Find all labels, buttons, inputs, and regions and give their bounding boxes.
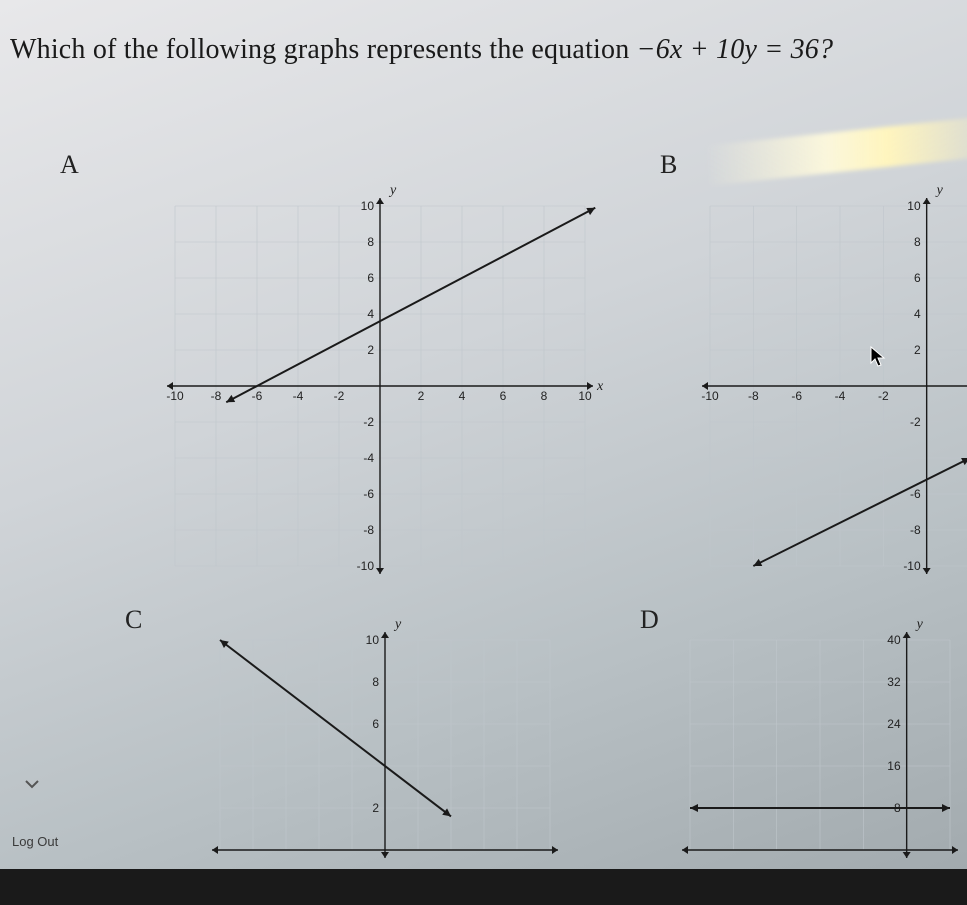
svg-text:32: 32 [887, 675, 901, 689]
svg-text:-10: -10 [701, 389, 719, 403]
svg-text:2: 2 [372, 801, 379, 815]
svg-text:10: 10 [366, 633, 380, 647]
svg-text:-6: -6 [910, 487, 921, 501]
option-label-b[interactable]: B [660, 150, 677, 180]
svg-text:2: 2 [367, 343, 374, 357]
svg-text:-10: -10 [903, 559, 921, 573]
svg-text:y: y [915, 617, 924, 632]
svg-text:8: 8 [372, 675, 379, 689]
chevron-down-icon[interactable] [24, 776, 40, 797]
equation-text: −6x + 10y = 36? [637, 34, 834, 65]
svg-text:-8: -8 [910, 523, 921, 537]
svg-text:-8: -8 [211, 389, 222, 403]
svg-text:-2: -2 [363, 415, 374, 429]
svg-text:x: x [596, 379, 604, 394]
svg-text:10: 10 [578, 389, 592, 403]
option-label-c[interactable]: C [125, 605, 142, 635]
svg-text:-10: -10 [166, 389, 184, 403]
svg-text:-6: -6 [252, 389, 263, 403]
svg-text:-4: -4 [835, 389, 846, 403]
svg-text:-8: -8 [748, 389, 759, 403]
bottom-bar [0, 869, 967, 905]
svg-text:6: 6 [914, 271, 921, 285]
chart-b[interactable]: -10-8-6-4-22108642-2-6-8-10y [700, 196, 967, 576]
svg-text:40: 40 [887, 633, 901, 647]
svg-text:-8: -8 [363, 523, 374, 537]
svg-text:2: 2 [914, 343, 921, 357]
option-label-a[interactable]: A [60, 150, 79, 180]
svg-text:4: 4 [914, 307, 921, 321]
chart-a[interactable]: -10-8-6-4-2246810108642-2-4-6-8-10yx [165, 196, 595, 576]
question-prefix: Which of the following graphs represents… [10, 34, 637, 65]
svg-text:6: 6 [367, 271, 374, 285]
svg-text:-6: -6 [363, 487, 374, 501]
svg-text:-4: -4 [293, 389, 304, 403]
svg-text:16: 16 [887, 759, 901, 773]
svg-text:8: 8 [367, 235, 374, 249]
svg-text:8: 8 [541, 389, 548, 403]
svg-text:y: y [393, 617, 402, 632]
svg-text:-10: -10 [357, 559, 375, 573]
svg-text:-2: -2 [910, 415, 921, 429]
svg-text:-2: -2 [878, 389, 889, 403]
chart-d[interactable]: 403224168y [680, 630, 960, 860]
svg-text:2: 2 [418, 389, 425, 403]
svg-text:-2: -2 [334, 389, 345, 403]
svg-text:y: y [935, 183, 944, 198]
svg-text:24: 24 [887, 717, 901, 731]
svg-text:10: 10 [361, 199, 375, 213]
svg-text:6: 6 [372, 717, 379, 731]
option-label-d[interactable]: D [640, 605, 659, 635]
svg-text:8: 8 [914, 235, 921, 249]
svg-text:4: 4 [459, 389, 466, 403]
question-text: Which of the following graphs represents… [0, 0, 967, 78]
svg-text:y: y [388, 183, 397, 198]
svg-text:-4: -4 [363, 451, 374, 465]
svg-text:-6: -6 [791, 389, 802, 403]
svg-text:10: 10 [907, 199, 921, 213]
screen-glare [706, 114, 967, 185]
logout-button[interactable]: Log Out [12, 834, 58, 849]
chart-c[interactable]: 10862y [210, 630, 560, 860]
svg-text:6: 6 [500, 389, 507, 403]
svg-text:4: 4 [367, 307, 374, 321]
